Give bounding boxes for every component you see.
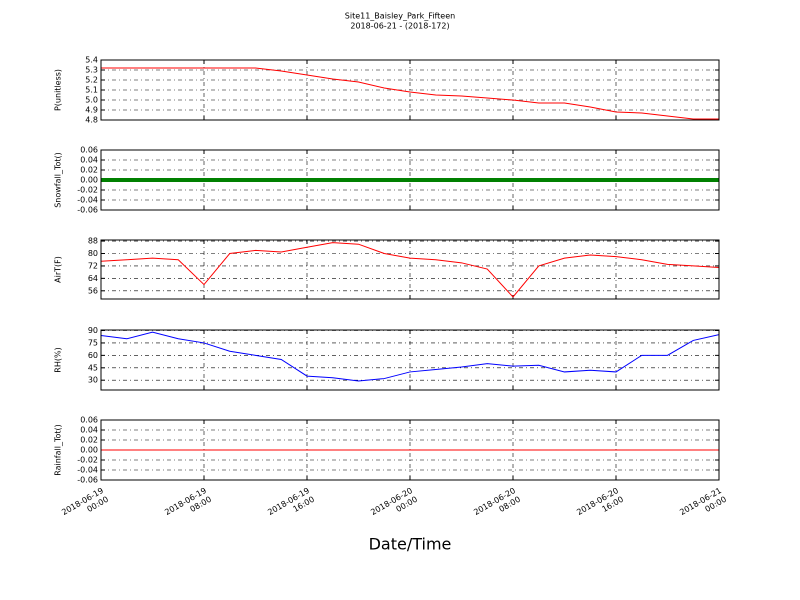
data-line [101, 67, 719, 120]
x-axis-label: Date/Time [369, 535, 452, 554]
y-tick-label: -0.04 [77, 196, 98, 205]
y-tick-label: 56 [88, 286, 98, 295]
y-tick-label: 90 [88, 326, 98, 335]
y-tick-label: 5.4 [85, 56, 98, 65]
y-tick-label: -0.06 [77, 476, 98, 485]
y-tick-label: 0.06 [80, 146, 98, 155]
plot-frame [100, 149, 720, 211]
y-tick-label: 0.02 [80, 436, 98, 445]
y-axis-label: P(unitless) [54, 69, 63, 111]
y-tick-label: -0.04 [77, 466, 98, 475]
y-axis-label: Snowfall_Tot() [54, 152, 63, 208]
plot-frame [100, 419, 720, 481]
y-tick-label: 5.0 [85, 96, 98, 105]
plot-frame [100, 59, 720, 121]
y-tick-label: 5.3 [85, 66, 98, 75]
plot-frame [100, 329, 720, 391]
y-tick-label: 0.00 [80, 176, 98, 185]
y-tick-label: 5.1 [85, 86, 98, 95]
data-line [100, 331, 720, 382]
y-tick-label: 0.04 [80, 156, 98, 165]
y-tick-label: 0.06 [80, 416, 98, 425]
y-axis-label: AirT(F) [54, 256, 63, 283]
y-tick-label: 0.02 [80, 166, 98, 175]
y-tick-label: 0.00 [80, 446, 98, 455]
y-tick-label: 75 [88, 338, 98, 347]
y-tick-label: 4.9 [85, 106, 98, 115]
plot-frame [100, 239, 720, 300]
y-tick-label: 80 [88, 249, 98, 258]
y-tick-label: 4.8 [85, 116, 98, 125]
data-line [100, 242, 720, 298]
y-tick-label: 72 [88, 261, 98, 270]
y-tick-label: -0.06 [77, 206, 98, 215]
y-axis-label: Rainfall_Tot() [54, 424, 63, 476]
y-tick-label: 30 [88, 376, 98, 385]
chart-title: Site11_Baisley_Park_Fifteen [345, 12, 455, 21]
y-tick-label: -0.02 [77, 456, 98, 465]
y-tick-label: 88 [88, 237, 98, 246]
y-tick-label: -0.02 [77, 186, 98, 195]
y-tick-label: 5.2 [85, 76, 98, 85]
chart-subtitle: 2018-06-21 - (2018-172) [350, 22, 449, 31]
y-tick-label: 0.04 [80, 426, 98, 435]
y-tick-label: 64 [88, 274, 98, 283]
y-axis-label: RH(%) [54, 347, 63, 372]
y-tick-label: 45 [88, 363, 98, 372]
y-tick-label: 60 [88, 351, 98, 360]
